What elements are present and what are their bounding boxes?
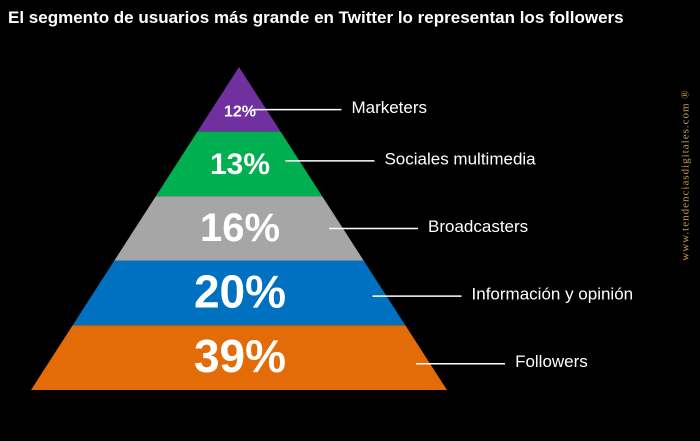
- category-label: Marketers: [351, 98, 427, 117]
- value-label: 20%: [194, 265, 286, 317]
- chart-title: El segmento de usuarios más grande en Tw…: [8, 8, 624, 27]
- pyramid-band: [114, 196, 364, 261]
- value-label: 39%: [194, 330, 286, 382]
- value-label: 12%: [224, 103, 256, 120]
- pyramid-band: [197, 67, 281, 132]
- category-label: Broadcasters: [428, 217, 528, 236]
- pyramid-band: [155, 131, 323, 197]
- value-label: 16%: [200, 206, 280, 250]
- watermark: www.tendenciasdigitales.com ®: [680, 89, 692, 260]
- pyramid-band: [72, 260, 406, 326]
- category-label: Followers: [515, 352, 588, 371]
- category-label: Información y opinión: [472, 285, 634, 304]
- category-label: Sociales multimedia: [384, 149, 536, 168]
- pyramid-band: [31, 325, 447, 390]
- value-label: 13%: [210, 148, 270, 181]
